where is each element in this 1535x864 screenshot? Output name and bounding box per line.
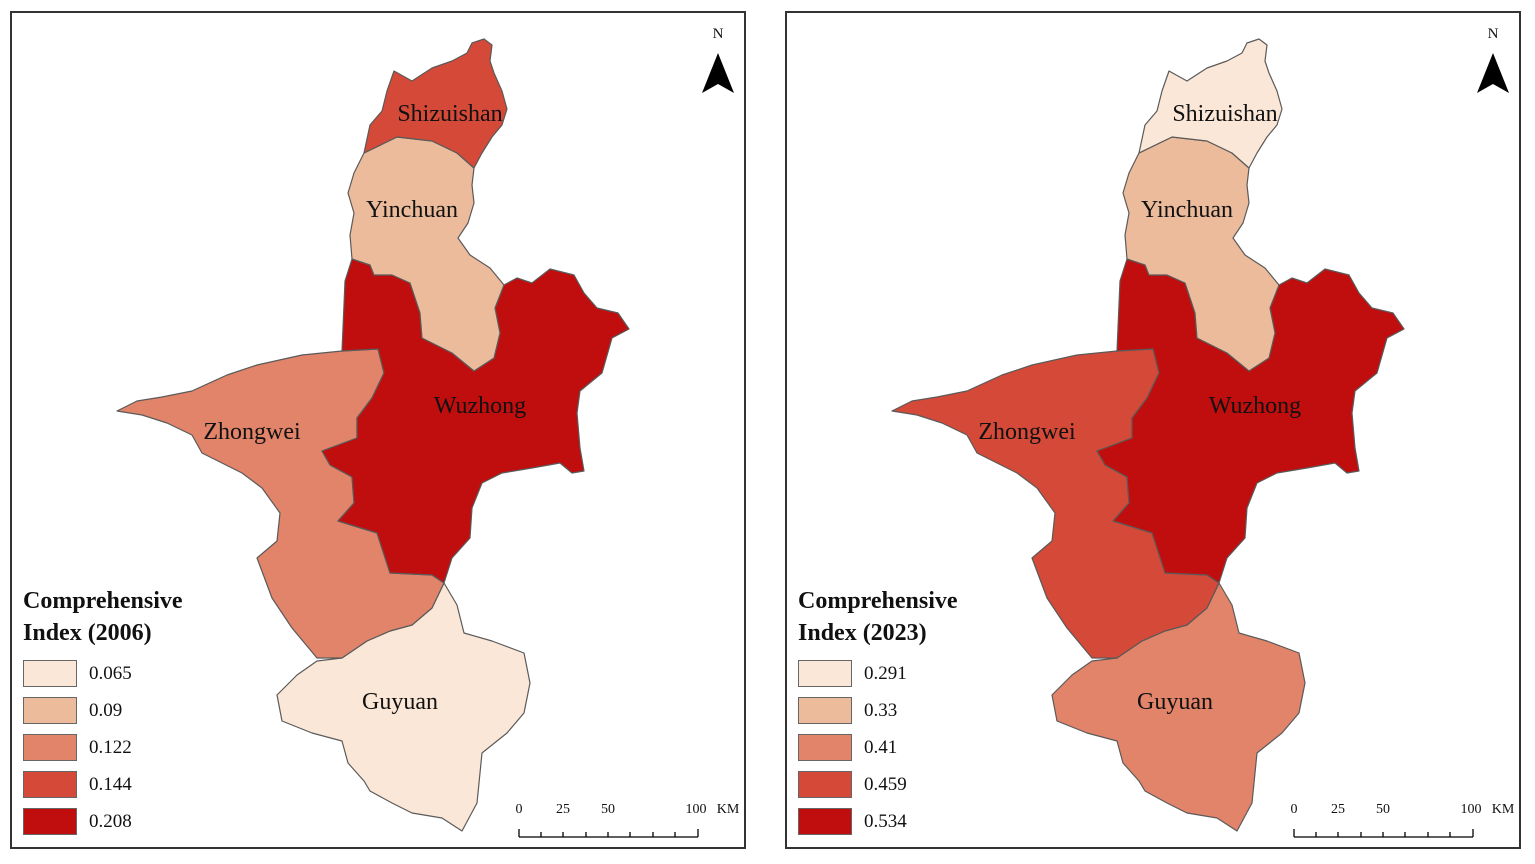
legend-swatch (23, 808, 77, 835)
north-label: N (713, 26, 724, 42)
legend-value: 0.459 (864, 773, 907, 795)
region-shizuishan[interactable] (363, 38, 508, 169)
label-wuzhong: Wuzhong (434, 393, 526, 419)
legend-value: 0.208 (89, 810, 132, 832)
scale-tick-label: 50 (601, 802, 615, 817)
label-zhongwei: Zhongwei (978, 419, 1076, 445)
label-guyuan: Guyuan (1137, 689, 1213, 715)
map-panel-2006: Shizuishan Yinchuan Wuzhong Zhongwei Guy… (10, 11, 746, 849)
legend-swatch (23, 734, 77, 761)
scale-bar: 0 25 50 100 KM (1291, 802, 1515, 838)
scale-tick-label: 25 (1331, 802, 1345, 817)
label-shizuishan: Shizuishan (1172, 101, 1277, 127)
map-panel-2023: Shizuishan Yinchuan Wuzhong Zhongwei Guy… (785, 11, 1521, 849)
scale-tick-label: 100 (686, 802, 707, 817)
scale-bar: 0 25 50 100 KM (516, 802, 740, 838)
label-zhongwei: Zhongwei (203, 419, 301, 445)
legend-swatch (23, 771, 77, 798)
scale-unit: KM (1492, 802, 1515, 817)
legend-value: 0.122 (89, 736, 132, 758)
legend-item: 0.065 (23, 655, 183, 692)
legend-item: 0.459 (798, 766, 958, 803)
legend-title: Comprehensive Index (2023) (798, 585, 958, 649)
legend-swatch (798, 808, 852, 835)
label-wuzhong: Wuzhong (1209, 393, 1301, 419)
label-yinchuan: Yinchuan (1141, 197, 1233, 223)
legend-item: 0.291 (798, 655, 958, 692)
legend-value: 0.065 (89, 662, 132, 684)
choropleth-map-2006: Shizuishan Yinchuan Wuzhong Zhongwei Guy… (116, 26, 734, 832)
legend-2023: Comprehensive Index (2023) 0.291 0.33 0.… (798, 585, 958, 840)
label-yinchuan: Yinchuan (366, 197, 458, 223)
legend-item: 0.09 (23, 692, 183, 729)
label-guyuan: Guyuan (362, 689, 438, 715)
legend-swatch (23, 660, 77, 687)
legend-swatch (798, 771, 852, 798)
scale-tick-label: 0 (516, 802, 523, 817)
legend-value: 0.33 (864, 699, 898, 721)
legend-2006: Comprehensive Index (2006) 0.065 0.09 0.… (23, 585, 183, 840)
legend-swatch (23, 697, 77, 724)
scale-tick-label: 50 (1376, 802, 1390, 817)
legend-item: 0.41 (798, 729, 958, 766)
north-arrow-icon: N (702, 26, 734, 93)
legend-swatch (798, 660, 852, 687)
legend-value: 0.144 (89, 773, 132, 795)
legend-item: 0.534 (798, 803, 958, 840)
north-label: N (1488, 26, 1499, 42)
legend-title-line1: Comprehensive (798, 588, 958, 614)
legend-item: 0.122 (23, 729, 183, 766)
scale-tick-label: 25 (556, 802, 570, 817)
legend-item: 0.144 (23, 766, 183, 803)
legend-swatch (798, 734, 852, 761)
region-yinchuan[interactable] (1122, 136, 1280, 372)
legend-title-line2: Index (2023) (798, 620, 927, 646)
legend-swatch (798, 697, 852, 724)
legend-title-line2: Index (2006) (23, 620, 152, 646)
legend-value: 0.534 (864, 810, 907, 832)
region-shizuishan[interactable] (1138, 38, 1283, 169)
legend-item: 0.33 (798, 692, 958, 729)
region-yinchuan[interactable] (347, 136, 505, 372)
legend-value: 0.41 (864, 736, 898, 758)
label-shizuishan: Shizuishan (397, 101, 502, 127)
north-arrow-icon: N (1477, 26, 1509, 93)
legend-title: Comprehensive Index (2006) (23, 585, 183, 649)
legend-title-line1: Comprehensive (23, 588, 183, 614)
legend-value: 0.09 (89, 699, 123, 721)
scale-unit: KM (717, 802, 740, 817)
scale-tick-label: 0 (1291, 802, 1298, 817)
legend-value: 0.291 (864, 662, 907, 684)
scale-tick-label: 100 (1461, 802, 1482, 817)
choropleth-map-2023: Shizuishan Yinchuan Wuzhong Zhongwei Guy… (891, 26, 1509, 832)
legend-item: 0.208 (23, 803, 183, 840)
